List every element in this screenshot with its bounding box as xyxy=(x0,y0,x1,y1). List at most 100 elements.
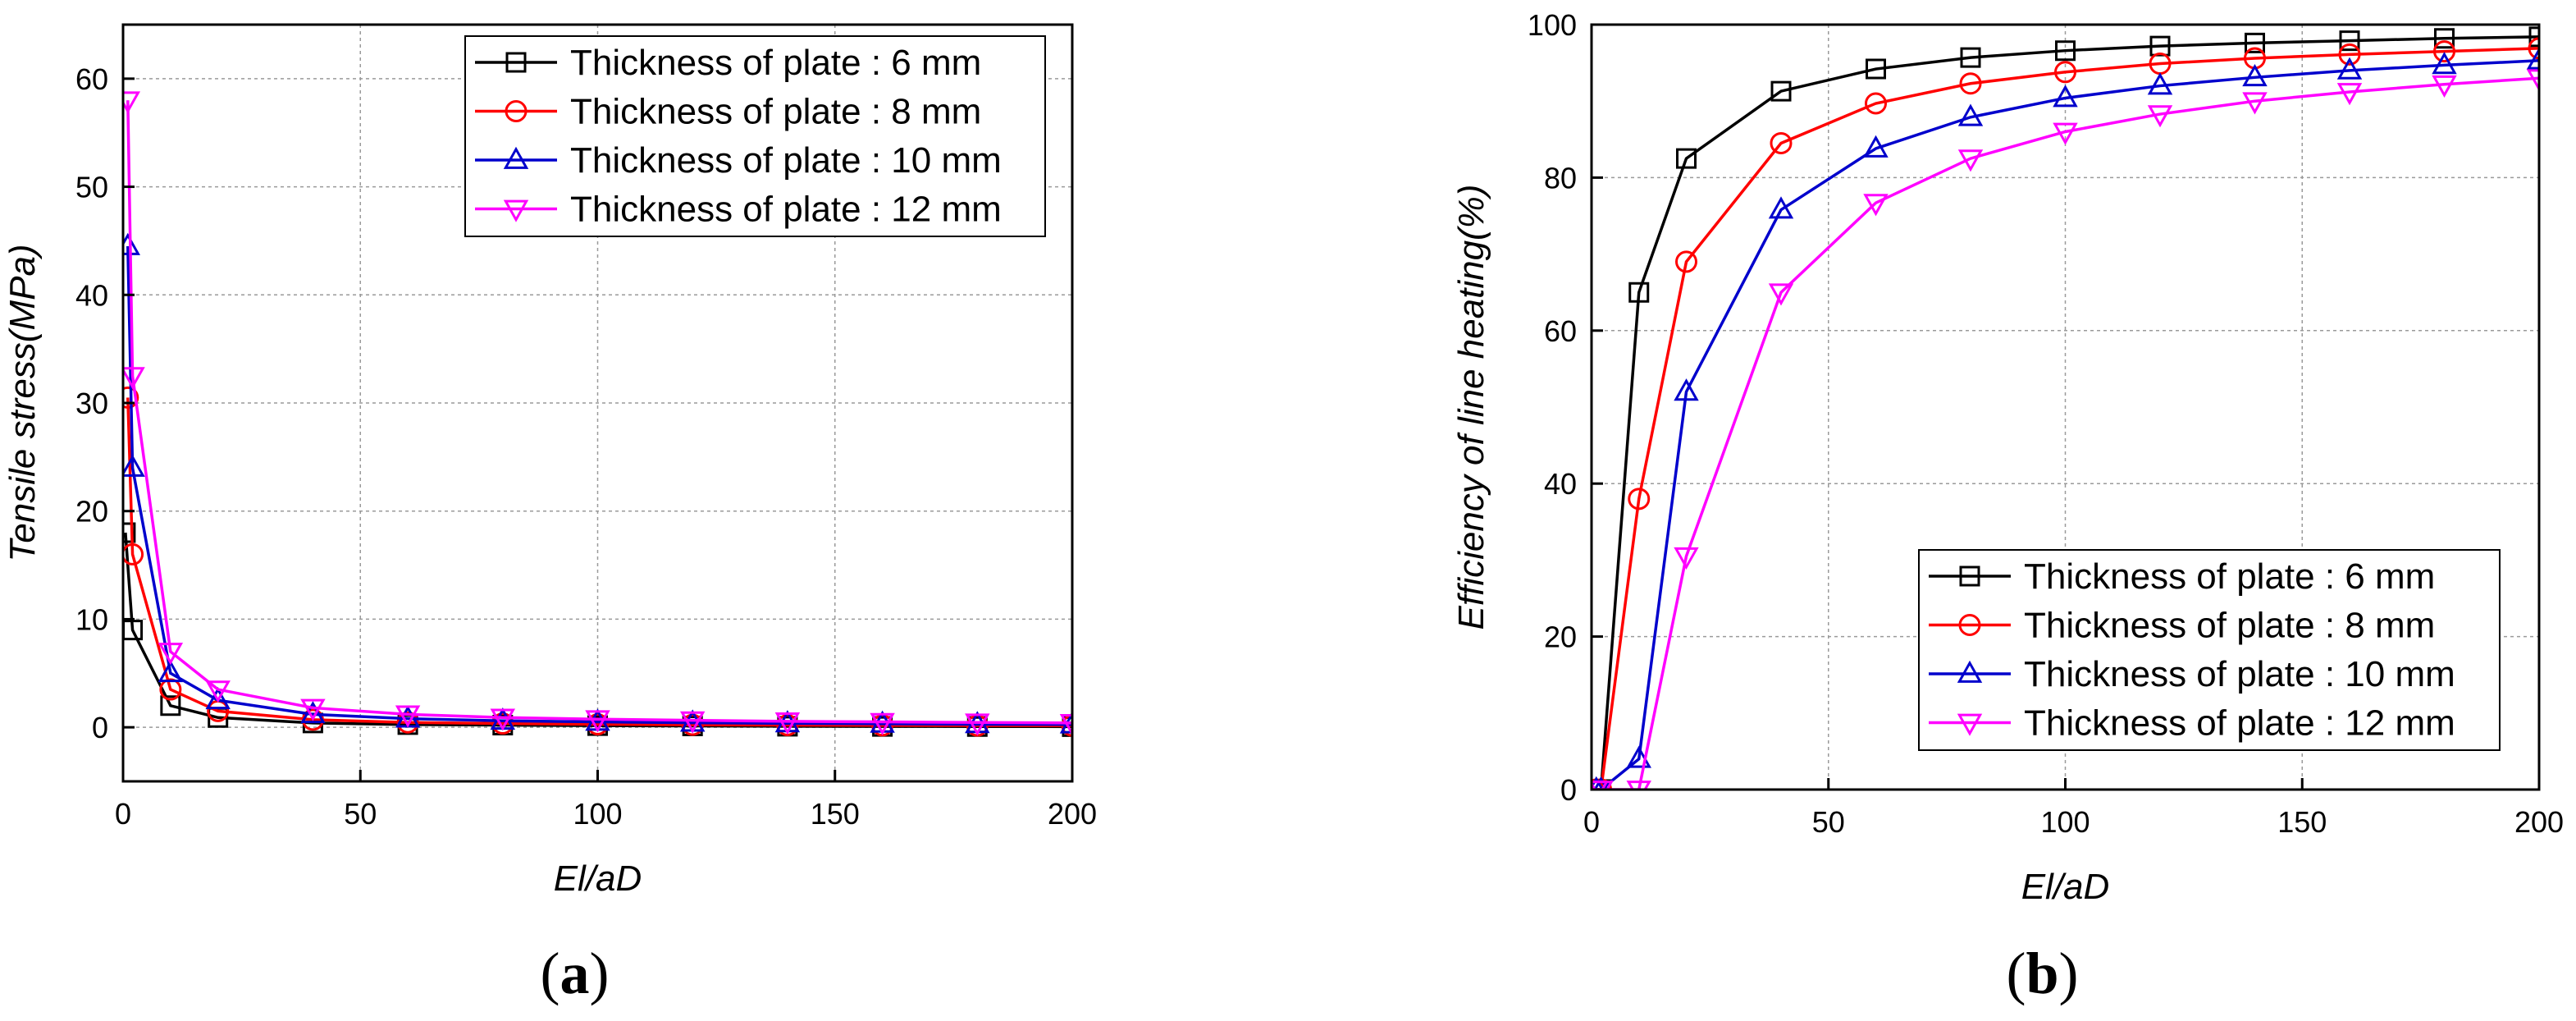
data-point-1-11 xyxy=(2433,40,2455,63)
data-point-2-11 xyxy=(2432,52,2457,75)
legend-marker-1 xyxy=(1958,614,1981,636)
data-point-2-3 xyxy=(1674,378,1699,401)
y-tick-label: 80 xyxy=(1544,161,1577,195)
data-point-3-5 xyxy=(395,705,421,728)
y-tick-label: 40 xyxy=(1544,467,1577,501)
x-axis-title: El/aD xyxy=(554,858,642,899)
series-line-1 xyxy=(126,397,1072,727)
series-1 xyxy=(1592,37,2539,790)
data-point-1-7 xyxy=(2054,61,2076,84)
data-point-0-0 xyxy=(123,522,136,543)
x-axis-title: El/aD xyxy=(2021,867,2110,907)
legend: Thickness of plate : 6 mm Thickness of pl… xyxy=(1918,549,2501,751)
data-point-1-10 xyxy=(2338,43,2361,66)
x-tick-label: 50 xyxy=(344,797,377,831)
legend-label-1: Thickness of plate : 8 mm xyxy=(2024,606,2435,646)
data-point-1-0 xyxy=(123,386,139,409)
x-tick-label: 200 xyxy=(2514,805,2564,839)
data-point-3-3 xyxy=(1674,547,1699,570)
x-tick-label: 150 xyxy=(811,797,860,831)
y-tick-label: 60 xyxy=(1544,314,1577,348)
series-line-0 xyxy=(1596,35,2539,790)
legend-marker-2 xyxy=(503,146,529,169)
data-point-0-12 xyxy=(2528,26,2539,48)
y-tick-label: 40 xyxy=(75,278,108,312)
data-point-3-2 xyxy=(158,643,184,666)
x-tick-label: 100 xyxy=(2040,805,2090,839)
data-point-3-0 xyxy=(123,91,140,114)
y-tick-label: 0 xyxy=(92,711,108,744)
data-point-1-8 xyxy=(681,713,704,736)
panel-label: (a) xyxy=(541,941,610,1006)
data-point-3-11 xyxy=(2432,75,2457,98)
x-tick-label: 0 xyxy=(1583,805,1600,839)
y-tick-label: 60 xyxy=(75,62,108,96)
data-point-1-6 xyxy=(1959,72,1982,95)
data-point-3-7 xyxy=(2053,122,2078,145)
data-point-2-12 xyxy=(2526,47,2539,70)
data-point-3-9 xyxy=(2242,92,2268,115)
data-point-2-0 xyxy=(1592,776,1604,790)
data-point-3-6 xyxy=(490,708,516,731)
data-point-3-4 xyxy=(1768,283,1794,306)
data-point-3-11 xyxy=(965,713,990,736)
data-point-3-8 xyxy=(679,711,706,734)
x-tick-label: 50 xyxy=(1812,805,1845,839)
data-point-3-7 xyxy=(585,710,610,733)
series-line-1 xyxy=(1596,47,2539,790)
legend-label-3: Thickness of plate : 12 mm xyxy=(2024,703,2455,744)
data-point-3-12 xyxy=(2526,69,2539,92)
y-tick-label: 30 xyxy=(75,387,108,420)
series-2 xyxy=(123,232,1072,734)
series-line-0 xyxy=(124,532,1072,729)
data-point-2-1 xyxy=(1593,776,1609,790)
data-point-0-5 xyxy=(1866,58,1886,80)
data-point-1-3 xyxy=(1675,250,1697,273)
series-3 xyxy=(1592,69,2539,790)
data-point-3-6 xyxy=(1957,149,1984,172)
grid xyxy=(123,25,1072,781)
legend-box xyxy=(464,35,1046,237)
data-point-0-7 xyxy=(2055,40,2076,62)
data-point-3-1 xyxy=(1592,781,1614,790)
data-point-2-3 xyxy=(205,686,231,710)
data-point-3-4 xyxy=(300,698,326,721)
data-point-1-5 xyxy=(1865,92,1887,115)
data-point-3-10 xyxy=(870,712,895,735)
legend-marker-0 xyxy=(1959,565,1980,587)
y-tick-label: 0 xyxy=(1560,773,1577,807)
data-point-1-9 xyxy=(776,714,799,737)
legend-label-3: Thickness of plate : 12 mm xyxy=(570,190,1002,230)
y-axis-title: Tensile stress(MPa) xyxy=(2,244,43,561)
series-line-3 xyxy=(1596,76,2539,790)
legend: Thickness of plate : 6 mm Thickness of pl… xyxy=(464,35,1046,237)
data-point-1-6 xyxy=(491,712,514,735)
data-point-2-4 xyxy=(1768,196,1794,219)
x-tick-label: 150 xyxy=(2277,805,2327,839)
data-point-0-2 xyxy=(160,695,181,717)
data-point-3-8 xyxy=(2147,105,2173,128)
legend-marker-0 xyxy=(505,52,527,73)
series-1 xyxy=(123,386,1072,737)
legend-label-2: Thickness of plate : 10 mm xyxy=(2024,654,2455,694)
y-tick-label: 10 xyxy=(75,602,108,636)
data-point-0-6 xyxy=(1960,47,1981,68)
data-point-1-5 xyxy=(396,711,419,734)
data-point-1-1 xyxy=(123,543,144,565)
series-line-2 xyxy=(1596,59,2539,790)
data-point-0-8 xyxy=(2149,35,2171,57)
data-point-0-3 xyxy=(1676,148,1697,169)
series-3 xyxy=(123,91,1072,737)
legend-label-0: Thickness of plate : 6 mm xyxy=(570,43,981,83)
data-point-3-5 xyxy=(1863,194,1889,217)
data-point-0-4 xyxy=(1770,80,1792,102)
data-point-2-10 xyxy=(2336,57,2363,80)
data-point-2-6 xyxy=(1957,103,1984,126)
x-tick-label: 100 xyxy=(573,797,622,831)
series-line-2 xyxy=(126,245,1072,726)
x-tick-label: 0 xyxy=(115,797,131,831)
data-point-1-2 xyxy=(1628,488,1651,510)
data-point-3-2 xyxy=(1626,781,1651,790)
chart-panel-a: 0 50 100 150 200 0 10 20 30 40 50 60 El/aD Tensile st… xyxy=(2,23,1097,1006)
y-axis-title: Efficiency of line heating(%) xyxy=(1451,185,1491,630)
